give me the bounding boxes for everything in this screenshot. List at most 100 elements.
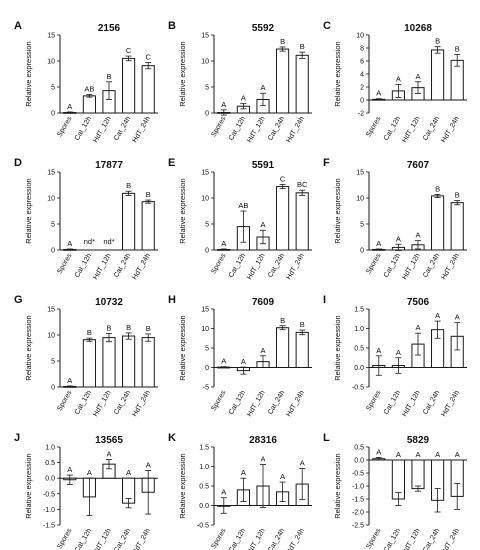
significance-letter: B xyxy=(280,37,285,46)
x-tick-label: HdT_12h xyxy=(92,252,113,281)
y-axis-label: Relative expression xyxy=(178,315,187,380)
bar xyxy=(122,57,136,114)
panel-title: 17877 xyxy=(95,160,123,171)
y-tick-label: 4 xyxy=(360,72,364,79)
y-tick-label: 2 xyxy=(360,85,364,92)
y-tick-label: 0.0 xyxy=(354,365,364,372)
y-tick-label: 15 xyxy=(47,307,55,314)
y-tick-label: 0 xyxy=(205,111,209,118)
significance-letter: A xyxy=(67,376,72,385)
significance-letter: B xyxy=(455,45,460,54)
significance-letter: B xyxy=(455,191,460,200)
x-tick-label: Cat_12h xyxy=(383,115,402,142)
x-tick-label: Cat_24h xyxy=(267,115,286,142)
significance-letter: C xyxy=(126,46,132,55)
bar xyxy=(102,337,116,388)
significance-letter: A xyxy=(415,72,420,81)
y-axis-label: Relative expression xyxy=(333,315,342,380)
panel-k: K 28316 Relative expression -0.5 0.0 0.5 1.0 1.… xyxy=(168,432,312,550)
significance-letter: A xyxy=(455,313,460,322)
significance-letter: B xyxy=(435,184,440,193)
panel-letter: I xyxy=(323,294,326,306)
significance-letter: A xyxy=(241,357,246,366)
y-tick-label: -0.5 xyxy=(352,471,364,478)
y-tick-label: 15 xyxy=(47,33,55,40)
y-tick-label: 0 xyxy=(205,248,209,255)
y-tick-label: 0.5 xyxy=(199,484,209,491)
x-tick-label: HdT_24h xyxy=(131,252,152,281)
significance-letter: A xyxy=(146,460,151,469)
significance-letter: B xyxy=(126,323,131,332)
x-tick-label: Cat_24h xyxy=(422,252,441,279)
x-tick-label: HdT_12h xyxy=(246,115,267,144)
significance-letter: A xyxy=(396,348,401,357)
y-axis-label: Relative expression xyxy=(24,178,33,243)
y-tick-label: 0.0 xyxy=(354,458,364,465)
y-tick-label: 10 xyxy=(201,196,209,203)
x-tick-label: HdT_24h xyxy=(131,115,152,144)
panel-letter: G xyxy=(14,294,23,306)
x-tick-label: Spores xyxy=(365,115,382,138)
y-axis-label: Relative expression xyxy=(24,453,33,518)
panel-title: 10268 xyxy=(404,23,432,34)
significance-letter: A xyxy=(241,94,246,103)
bar xyxy=(276,186,290,251)
significance-letter: C xyxy=(280,174,286,183)
significance-letter: A xyxy=(376,89,381,98)
bar xyxy=(141,65,155,114)
x-tick-label: HdT_12h xyxy=(401,115,422,144)
significance-letter: B xyxy=(300,320,305,329)
panel-title: 5829 xyxy=(407,435,430,446)
y-tick-label: 0 xyxy=(205,365,209,372)
x-tick-label: Spores xyxy=(210,115,227,138)
bar xyxy=(431,49,445,101)
significance-letter: B xyxy=(106,72,111,81)
panel-l: L 5829 Relative expression -2.5 -2.0 -1.5 -1.0… xyxy=(323,432,467,550)
x-tick-label: Cat_12h xyxy=(74,115,93,142)
bar xyxy=(82,95,96,114)
significance-letter: nd* xyxy=(103,237,114,246)
y-tick-label: 0.5 xyxy=(45,460,55,467)
significance-letter: B xyxy=(87,328,92,337)
panel-letter: L xyxy=(323,432,330,444)
panel-title: 2156 xyxy=(98,23,121,34)
y-tick-label: -2.0 xyxy=(352,510,364,517)
significance-letter: B xyxy=(300,42,305,51)
x-tick-label: HdT_12h xyxy=(92,389,113,418)
x-tick-label: HdT_24h xyxy=(440,252,461,281)
x-tick-label: Cat_12h xyxy=(228,252,247,279)
x-tick-label: Cat_24h xyxy=(267,527,286,550)
y-tick-label: 5 xyxy=(51,85,55,92)
panel-d: D 17877 Relative expression 0 5 10 15 A Spores nd… xyxy=(14,157,158,281)
x-tick-label: Cat_24h xyxy=(113,252,132,279)
y-tick-label: 6 xyxy=(360,59,364,66)
significance-letter: BC xyxy=(297,180,308,189)
y-tick-label: 15 xyxy=(201,33,209,40)
significance-letter: AB xyxy=(84,85,94,94)
panel-title: 7506 xyxy=(407,297,430,308)
y-tick-label: -2 xyxy=(358,111,364,118)
y-tick-label: -5 xyxy=(203,385,209,392)
x-tick-label: Cat_12h xyxy=(74,389,93,416)
y-axis-label: Relative expression xyxy=(333,178,342,243)
significance-letter: A xyxy=(435,311,440,320)
panel-title: 5591 xyxy=(252,160,275,171)
panel-h: H 7609 Relative expression -5 0 5 10 15 A Spores A… xyxy=(168,294,312,418)
x-tick-label: HdT_24h xyxy=(131,389,152,418)
y-tick-label: 10 xyxy=(47,59,55,66)
x-tick-label: Spores xyxy=(210,527,227,550)
significance-letter: A xyxy=(376,447,381,456)
panel-title: 13565 xyxy=(95,435,123,446)
significance-letter: B xyxy=(106,323,111,332)
x-tick-label: Spores xyxy=(210,389,227,412)
x-tick-label: Cat_24h xyxy=(113,115,132,142)
x-tick-label: Spores xyxy=(56,527,73,550)
x-tick-label: HdT_24h xyxy=(285,252,306,281)
panel-letter: H xyxy=(168,294,176,306)
y-tick-label: 5 xyxy=(51,222,55,229)
x-tick-label: Spores xyxy=(56,389,73,412)
x-tick-label: Cat_12h xyxy=(228,115,247,142)
significance-letter: A xyxy=(415,450,420,459)
panel-letter: E xyxy=(168,157,175,169)
